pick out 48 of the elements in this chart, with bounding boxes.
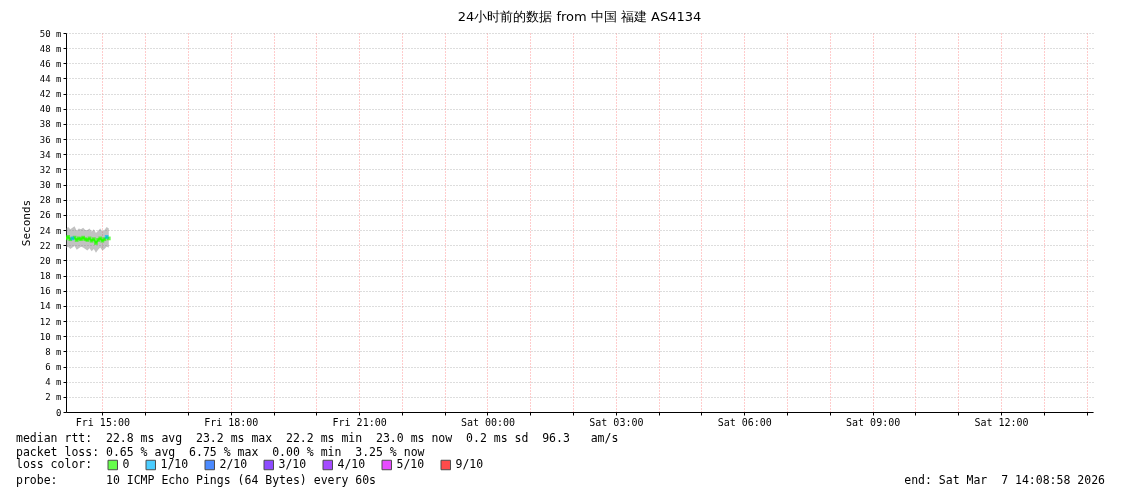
y-tick-label: 22 m [39,240,62,251]
legend-title: loss color: [16,457,93,471]
chart-title: 24小时前的数据 from 中国 福建 AS4134 [457,9,702,24]
y-tick-label: 30 m [39,180,62,191]
y-tick-label: 12 m [39,316,62,327]
text: median rtt: 22.8 ms avg 23.2 ms max 22.2 ms min 23.0 ms now 0.2 ms sd 96.3 am/s [16,431,619,445]
y-tick-label: 8 m [45,346,62,357]
text: end: Sat Mar 7 14:08:58 2026 [904,473,1105,487]
x-tick-label: Sat 03:00 [589,416,644,428]
x-tick-label: Sat 12:00 [974,416,1029,428]
y-tick-label: 50 m [39,28,62,39]
y-tick-label: 26 m [39,210,62,221]
legend-label: 9/10 [455,457,484,471]
text: probe: 10 ICMP Echo Pings (64 Bytes) every 60s [16,473,377,487]
y-tick-label: 40 m [39,104,62,115]
y-tick-label: 18 m [39,271,62,282]
y-tick-label: 42 m [39,89,62,100]
legend-label: 1/10 [160,457,189,471]
y-tick-label: 10 m [39,331,62,342]
y-tick-label: 2 m [45,392,62,403]
y-tick-label: 20 m [39,255,62,266]
y-tick-label: 6 m [45,362,62,373]
y-tick-label: 0 [56,407,62,418]
legend-label: 4/10 [337,457,366,471]
y-axis-title: Seconds [19,199,33,247]
y-tick-label: 24 m [39,225,62,236]
y-tick-label: 4 m [45,377,62,388]
y-tick-label: 28 m [39,195,62,206]
x-tick-label: Sat 09:00 [846,416,901,428]
y-tick-label: 48 m [39,43,62,54]
legend-label: 5/10 [396,457,425,471]
y-tick-label: 44 m [39,73,62,84]
x-tick-label: Fri 15:00 [75,416,130,428]
y-tick-label: 34 m [39,149,62,160]
legend-label: 2/10 [219,457,248,471]
x-tick-label: Sat 00:00 [460,416,516,428]
y-tick-label: 16 m [39,286,62,297]
x-tick-label: Fri 18:00 [204,416,259,428]
x-tick-label: Sat 06:00 [717,416,772,428]
legend-label: 3/10 [278,457,307,471]
legend-label: 0 [122,457,130,471]
x-tick-label: Fri 21:00 [332,416,387,428]
y-tick-label: 38 m [39,119,62,130]
y-tick-label: 36 m [39,134,62,145]
y-tick-label: 32 m [39,164,62,175]
y-tick-label: 46 m [39,58,62,69]
text: packet loss: 0.65 % avg 6.75 % max 0.00 % min 3.25 % now [16,445,425,459]
y-tick-label: 14 m [39,301,62,312]
